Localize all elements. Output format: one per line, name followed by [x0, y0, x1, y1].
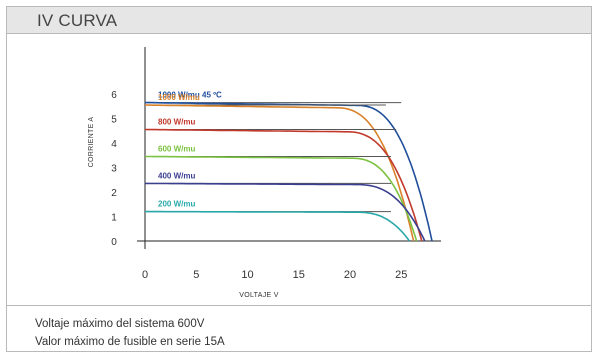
series-label: 1000 W/mu 45 ºC: [158, 91, 222, 100]
y-tick-label: 2: [111, 188, 117, 199]
x-axis-label: VOLTAJE V: [239, 292, 278, 299]
chart-area: 0 1 2 3 4 5 6 0 5 10 15 20 25 VOLTAJE V CORRIENTE A 100…: [7, 34, 591, 305]
y-tick-label: 5: [111, 115, 117, 126]
y-tick-label: 6: [111, 90, 117, 101]
iv-curve-panel: IV CURVA 0 1 2 3 4 5 6 0 5 10 15 20 25 VOLTAJE V CORRI…: [6, 6, 592, 352]
series-label: 200 W/mu: [158, 200, 195, 209]
y-tick-label: 3: [111, 164, 117, 175]
footer-line-max-fuse: Valor máximo de fusible en serie 15A: [35, 336, 225, 348]
y-axis-label: CORRIENTE A: [88, 117, 95, 168]
x-tick-label: 5: [193, 269, 199, 281]
series-label: 600 W/mu: [158, 144, 195, 153]
panel-header: IV CURVA: [7, 7, 591, 34]
x-tick-label: 25: [395, 269, 407, 281]
x-tick-label: 0: [142, 269, 148, 281]
y-tick-label: 4: [111, 139, 117, 150]
y-tick-label: 0: [111, 237, 117, 248]
x-tick-label: 20: [344, 269, 356, 281]
x-tick-label: 15: [293, 269, 305, 281]
series-curve: [145, 155, 418, 242]
series-label: 1000 W/mu: [158, 93, 200, 102]
series-curve: [144, 128, 423, 242]
footer-line-max-voltage: Voltaje máximo del sistema 600V: [35, 318, 205, 330]
y-tick-label: 1: [111, 213, 117, 224]
series-curve: [144, 182, 426, 242]
x-tick-label: 10: [241, 269, 253, 281]
series-label: 400 W/mu: [158, 171, 195, 180]
panel-footer: Voltaje máximo del sistema 600V Valor má…: [7, 305, 591, 353]
series-label: 800 W/mu: [158, 118, 195, 127]
series-curve: [145, 210, 411, 242]
iv-chart: 0 1 2 3 4 5 6 0 5 10 15 20 25 VOLTAJE V CORRIENTE A 100…: [88, 47, 441, 299]
panel-title: IV CURVA: [37, 11, 118, 30]
